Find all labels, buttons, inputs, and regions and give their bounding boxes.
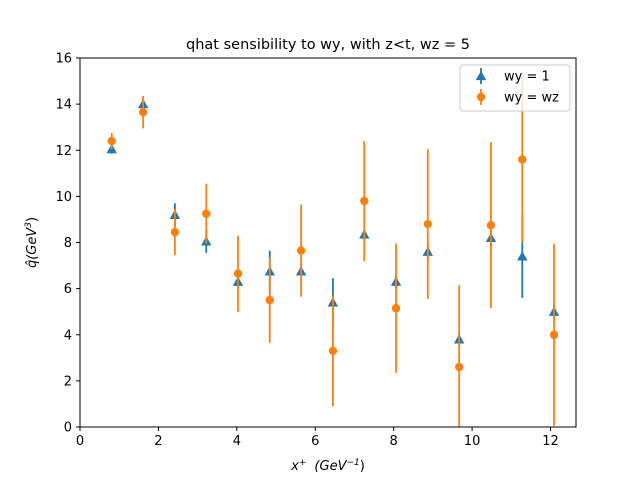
- y-tick-label: 14: [55, 98, 72, 113]
- data-point: [170, 227, 180, 237]
- data-point: [265, 295, 274, 305]
- y-axis-label-main: q̂(GeV: [25, 227, 40, 268]
- data-point: [454, 362, 464, 372]
- data-point: [423, 219, 432, 229]
- x-axis-label-unit: (GeV: [314, 459, 347, 474]
- data-point: [202, 209, 211, 218]
- data-point: [296, 246, 306, 255]
- y-axis-label: q̂(GeV3): [24, 217, 40, 268]
- x-axis-label-sup: +: [299, 458, 307, 468]
- legend: wy = 1 wy = wz: [459, 64, 571, 112]
- legend-marker: [476, 92, 486, 102]
- y-axis-label-sup: 3: [24, 222, 34, 228]
- series-2: [107, 76, 559, 427]
- data-point: [107, 136, 116, 146]
- x-axis-label: x+ (GeV−1): [290, 458, 365, 474]
- x-axis-label-unit-sup: −1: [346, 458, 359, 468]
- data-point: [360, 196, 369, 206]
- x-tick-label: 4: [233, 434, 241, 449]
- x-tick-label: 0: [76, 434, 84, 449]
- y-tick-label: 0: [64, 421, 72, 436]
- legend-entry-2: wy = wz: [476, 89, 559, 106]
- legend-entries: wy = 1 wy = wz: [475, 68, 559, 106]
- y-tick-label: 16: [55, 52, 72, 67]
- data-point: [328, 346, 338, 356]
- chart-title: qhat sensibility to wy, with z<t, wz = 5: [186, 37, 470, 53]
- legend-entry-1: wy = 1: [475, 68, 550, 85]
- data-point: [233, 269, 243, 278]
- legend-label: wy = wz: [504, 91, 559, 106]
- x-axis-label-unit-close: ): [360, 459, 365, 474]
- data-point: [486, 221, 496, 230]
- legend-marker: [475, 70, 487, 81]
- y-axis-ticks: 0 2 4 6 8 10 12 14 16: [55, 52, 80, 436]
- data-point: [518, 155, 527, 164]
- x-tick-label: 12: [542, 434, 559, 449]
- x-tick-label: 2: [154, 434, 162, 449]
- data-marks: [106, 76, 560, 427]
- y-tick-label: 12: [55, 144, 72, 159]
- y-axis-label-close: ): [25, 217, 40, 222]
- legend-box: [459, 64, 571, 112]
- data-point: [517, 251, 528, 261]
- y-tick-label: 4: [64, 328, 72, 343]
- data-point: [391, 304, 401, 313]
- x-tick-label: 10: [464, 434, 481, 449]
- x-axis-label-main: x: [290, 459, 299, 474]
- y-tick-label: 8: [64, 236, 72, 251]
- x-axis-ticks: 0 2 4 6 8 10 12: [76, 427, 559, 449]
- x-tick-label: 6: [311, 434, 319, 449]
- y-tick-label: 6: [64, 282, 72, 297]
- data-point: [138, 107, 148, 117]
- data-point: [549, 330, 559, 339]
- legend-label: wy = 1: [504, 70, 550, 85]
- x-tick-label: 8: [390, 434, 398, 449]
- y-tick-label: 10: [55, 190, 72, 205]
- y-tick-label: 2: [64, 374, 72, 389]
